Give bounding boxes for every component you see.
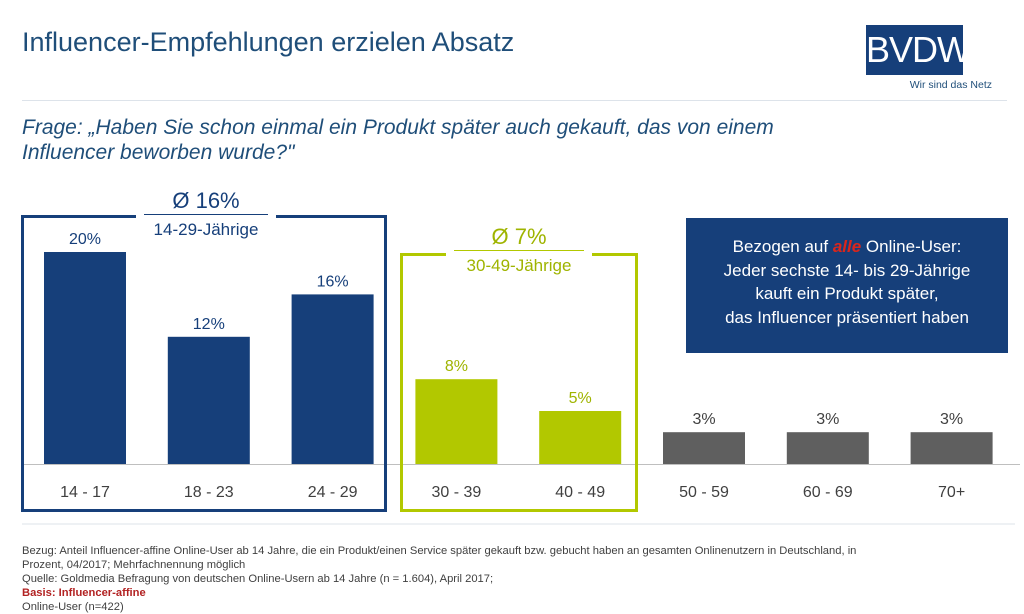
value-label: 16%: [317, 273, 349, 290]
category-label: 14 - 17: [60, 484, 110, 501]
value-label: 5%: [569, 390, 592, 407]
value-label: 3%: [816, 411, 839, 428]
group-average-30-49: Ø 7%: [491, 224, 547, 249]
logo-tagline: Wir sind das Netz: [909, 79, 992, 91]
group-average-14-29: Ø 16%: [172, 188, 240, 213]
category-label: 18 - 23: [184, 484, 234, 501]
callout-prefix: Bezogen auf: [732, 237, 833, 256]
bar-30-39: [415, 379, 498, 464]
category-label: 70+: [938, 484, 965, 501]
bar-14-17: [44, 252, 126, 464]
callout-line-2: Jeder sechste 14- bis 29-Jährige: [723, 260, 971, 280]
bvdw-logo: BVDW: [866, 25, 971, 75]
page-title: Influencer-Empfehlungen erzielen Absatz: [22, 27, 515, 57]
bar-40-49: [539, 411, 622, 464]
category-label: 50 - 59: [679, 484, 729, 501]
group-frame-30-49: [400, 253, 638, 512]
group-frame-14-29: [21, 215, 387, 512]
header-divider: [22, 100, 1007, 101]
category-label: 24 - 29: [308, 484, 358, 501]
value-label: 12%: [193, 316, 225, 333]
value-label: 8%: [445, 358, 468, 375]
callout-box: Bezogen auf alle Online-User: Jeder sech…: [686, 218, 1008, 353]
category-label: 40 - 49: [555, 484, 605, 501]
footnote: Bezug: Anteil Influencer-affine Online-U…: [22, 544, 1012, 614]
value-label: 20%: [69, 231, 101, 248]
group-label-14-29: Ø 16% 14-29-Jährige: [136, 188, 276, 241]
bar-70: [910, 432, 993, 464]
bar-24-29: [291, 294, 374, 464]
survey-question: Frage: „Haben Sie schon einmal ein Produ…: [22, 115, 902, 165]
group-name-14-29: 14-29-Jährige: [144, 214, 268, 241]
bar-chart: 20% 14 - 17 12% 18 - 23 16% 24 - 29 8% 30 - 39 5…: [22, 231, 1020, 525]
callout-suffix: Online-User:: [861, 237, 962, 256]
footnote-basis: Basis: Influencer-affine: [22, 587, 146, 599]
callout-line-1: Bezogen auf alle Online-User:: [696, 235, 998, 259]
question-line-1: Frage: „Haben Sie schon einmal ein Produ…: [22, 116, 774, 139]
footnote-line-2: Prozent, 04/2017; Mehrfachnennung möglic…: [22, 559, 246, 571]
group-name-30-49: 30-49-Jährige: [454, 250, 584, 277]
bar-50-59: [663, 432, 745, 464]
callout-line-4: das Influencer präsentiert haben: [725, 307, 969, 327]
value-label: 3%: [940, 411, 963, 428]
footnote-source-text: Quelle: Goldmedia Befragung von deutsche…: [22, 573, 494, 585]
callout-line-3: kauft ein Produkt später,: [755, 284, 939, 303]
category-label: 60 - 69: [803, 484, 853, 501]
category-label: 30 - 39: [431, 484, 481, 501]
bar-18-23: [167, 336, 250, 464]
footnote-tail: Online-User (n=422): [22, 601, 124, 613]
value-label: 3%: [692, 411, 715, 428]
footnote-source: Quelle: Goldmedia Befragung von deutsche…: [22, 572, 1012, 614]
question-line-2: Influencer beworben wurde?": [22, 141, 295, 164]
group-label-30-49: Ø 7% 30-49-Jährige: [446, 224, 592, 277]
callout-highlight: alle: [832, 237, 862, 256]
bar-60-69: [786, 432, 869, 464]
footnote-line-1: Bezug: Anteil Influencer-affine Online-U…: [22, 545, 857, 557]
